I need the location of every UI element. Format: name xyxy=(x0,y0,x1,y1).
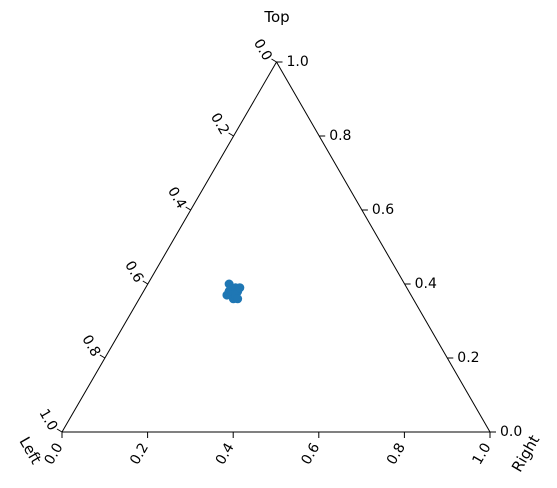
left-axis-4-tick xyxy=(99,354,106,359)
left-axis-0-tick xyxy=(271,58,277,63)
left-axis-4-tick-label: 0.8 xyxy=(78,332,103,359)
left-axis-3-tick-label: 0.6 xyxy=(121,258,146,285)
ternary-frame xyxy=(61,61,491,433)
data-points xyxy=(222,279,245,304)
right-axis-0-tick-label: 0.0 xyxy=(500,424,522,440)
left-axis-0-tick-label: 0.0 xyxy=(250,36,275,63)
left-axis-5-tick xyxy=(56,428,63,433)
bottom-axis-0-tick-label: 0.0 xyxy=(42,440,67,467)
data-point xyxy=(235,283,245,293)
ternary-ticks: 0.0 0.2 0.4 0.6 0.8 1.0 0.0 0.2 0.4 0.6 0.8 1.0 0.0 0… xyxy=(36,36,523,467)
bottom-axis-1-tick-label: 0.2 xyxy=(127,440,152,467)
right-axis-5-tick-label: 1.0 xyxy=(287,54,309,70)
bottom-axis-2-tick-label: 0.4 xyxy=(213,440,238,467)
left-axis-title: Left xyxy=(15,434,45,468)
right-axis-4-tick-label: 0.8 xyxy=(329,128,351,144)
bottom-axis-3-tick-label: 0.6 xyxy=(298,440,323,467)
left-axis-2-tick-label: 0.4 xyxy=(164,184,189,211)
left-axis-5-tick-label: 1.0 xyxy=(36,406,61,433)
right-axis-1-tick-label: 0.2 xyxy=(457,350,479,366)
left-axis-1-tick xyxy=(228,132,234,137)
right-axis-3-tick-label: 0.6 xyxy=(372,202,394,218)
right-axis-2-tick-label: 0.4 xyxy=(415,276,437,292)
right-edge xyxy=(276,61,491,433)
left-axis-2-tick xyxy=(185,206,191,211)
bottom-axis-4-tick-label: 0.8 xyxy=(384,440,409,467)
left-axis-3-tick xyxy=(142,280,149,285)
left-axis-1-tick-label: 0.2 xyxy=(207,110,232,137)
top-axis-title: Top xyxy=(263,8,289,26)
data-point xyxy=(233,294,243,304)
left-edge xyxy=(61,61,277,433)
bottom-axis-5-tick-label: 1.0 xyxy=(470,440,495,467)
